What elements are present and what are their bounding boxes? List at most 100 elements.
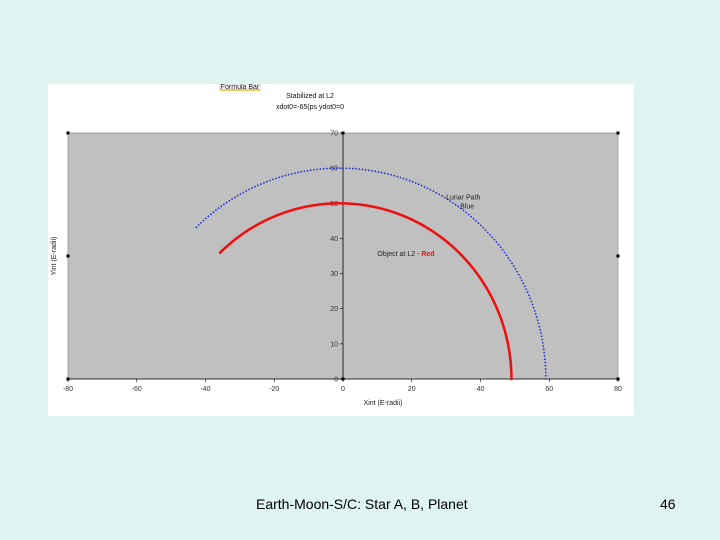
series-point [300,170,303,173]
series-point [525,288,528,291]
x-tick-label: -80 [63,386,73,393]
series-point [482,226,485,229]
series-point [454,203,457,206]
series-point [239,193,242,195]
series-point [536,319,539,322]
series-point [420,184,423,187]
x-tick-label: 20 [408,386,416,393]
series-point [266,180,268,183]
series-point [526,291,529,294]
selection-handle [616,254,620,258]
series-point [358,168,361,171]
series-point [509,259,512,262]
selection-handle [616,131,620,135]
series-point [383,172,386,175]
series-1 [218,201,513,381]
series-point [263,181,265,184]
formula-chip-label: Formula Bar [221,84,260,91]
annotation-lunar-path-color: Blue [460,203,474,210]
series-point [393,174,396,177]
y-tick-label: 30 [330,271,338,278]
series-point [499,246,502,249]
series-point [423,185,426,188]
series-point [225,201,228,204]
series-point [195,226,198,229]
series-point [493,238,496,241]
series-point [440,195,443,197]
series-point [367,169,370,172]
series-point [200,221,202,224]
y-tick-label: 0 [334,377,338,384]
series-point [512,265,515,267]
series-point [233,196,236,199]
series-point [538,325,541,328]
series-point [505,254,508,257]
series-point [539,328,542,331]
series-point [322,167,325,170]
series-point [272,178,274,181]
series-point [303,170,306,173]
x-tick-label: -60 [132,386,142,393]
series-point [215,209,217,212]
y-tick-label: 70 [330,131,338,138]
series-point [377,171,380,173]
series-point [236,194,239,197]
series-point [529,297,532,300]
series-point [489,233,491,236]
series-point [242,191,245,194]
series-point [390,173,392,176]
series-point [544,378,547,380]
series-point [543,354,546,357]
page-number: 46 [660,496,676,512]
series-point [544,371,547,374]
series-point [544,364,547,367]
series-point [535,316,538,318]
series-point [465,211,467,214]
series-point [523,285,526,288]
series-point [408,179,411,182]
series-point [319,168,322,170]
series-point [374,170,377,173]
series-point [542,348,545,351]
series-point [514,268,517,270]
series-point [231,198,233,200]
series-point [540,335,543,338]
series-point [338,167,341,170]
series-point [411,180,414,183]
y-tick-label: 60 [330,166,338,173]
series-point [507,256,510,259]
series-point [414,182,417,184]
series-point [462,209,465,212]
series-point [519,276,522,279]
series-point [335,167,338,170]
series-point [429,188,432,191]
series-point [209,213,212,216]
series-point [542,345,545,347]
series-point [220,205,223,208]
series-point [520,279,523,282]
series-point [452,201,454,204]
series-point [495,241,498,244]
series-point [228,199,231,202]
series-point [278,176,281,179]
series-point [399,176,402,179]
series-point [544,361,547,364]
series-point [204,217,207,220]
series-point [530,300,533,303]
series-point [522,282,525,285]
series-point [532,306,535,309]
series-point [245,190,248,192]
series-point [531,303,534,306]
series-point [541,338,544,341]
series-point [290,173,293,175]
series-point [325,167,328,170]
x-axis-label: Xint (E-radii) [364,400,403,407]
x-tick-label: 40 [477,386,485,393]
series-point [361,168,364,171]
series-point [486,231,489,234]
series-point [260,183,262,185]
series-point [364,168,367,171]
series-point [254,185,256,188]
series-point [217,207,220,210]
series-point [501,248,504,251]
